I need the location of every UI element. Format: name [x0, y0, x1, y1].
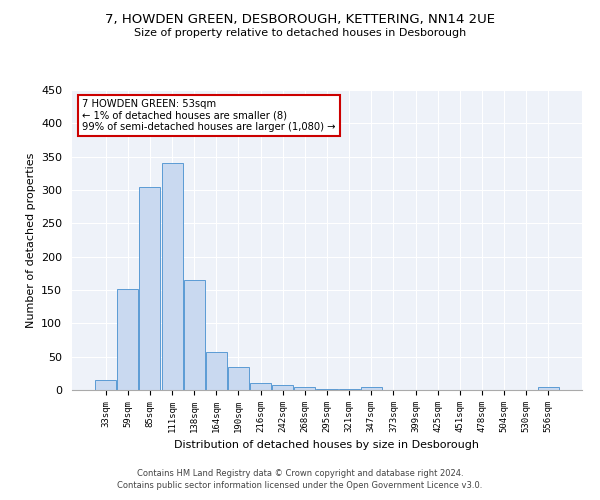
Bar	[161, 164, 182, 390]
Bar	[295, 386, 316, 390]
Text: Contains public sector information licensed under the Open Government Licence v3: Contains public sector information licen…	[118, 481, 482, 490]
Bar	[184, 280, 205, 390]
Text: Size of property relative to detached houses in Desborough: Size of property relative to detached ho…	[134, 28, 466, 38]
X-axis label: Distribution of detached houses by size in Desborough: Distribution of detached houses by size …	[175, 440, 479, 450]
Text: Contains HM Land Registry data © Crown copyright and database right 2024.: Contains HM Land Registry data © Crown c…	[137, 468, 463, 477]
Bar	[272, 386, 293, 390]
Text: 7 HOWDEN GREEN: 53sqm
← 1% of detached houses are smaller (8)
99% of semi-detach: 7 HOWDEN GREEN: 53sqm ← 1% of detached h…	[82, 99, 336, 132]
Y-axis label: Number of detached properties: Number of detached properties	[26, 152, 35, 328]
Bar	[538, 388, 559, 390]
Bar	[95, 380, 116, 390]
Bar	[118, 288, 139, 390]
Bar	[361, 386, 382, 390]
Bar	[316, 388, 338, 390]
Bar	[139, 186, 160, 390]
Bar	[338, 388, 359, 390]
Bar	[206, 352, 227, 390]
Text: 7, HOWDEN GREEN, DESBOROUGH, KETTERING, NN14 2UE: 7, HOWDEN GREEN, DESBOROUGH, KETTERING, …	[105, 12, 495, 26]
Bar	[250, 384, 271, 390]
Bar	[228, 366, 249, 390]
